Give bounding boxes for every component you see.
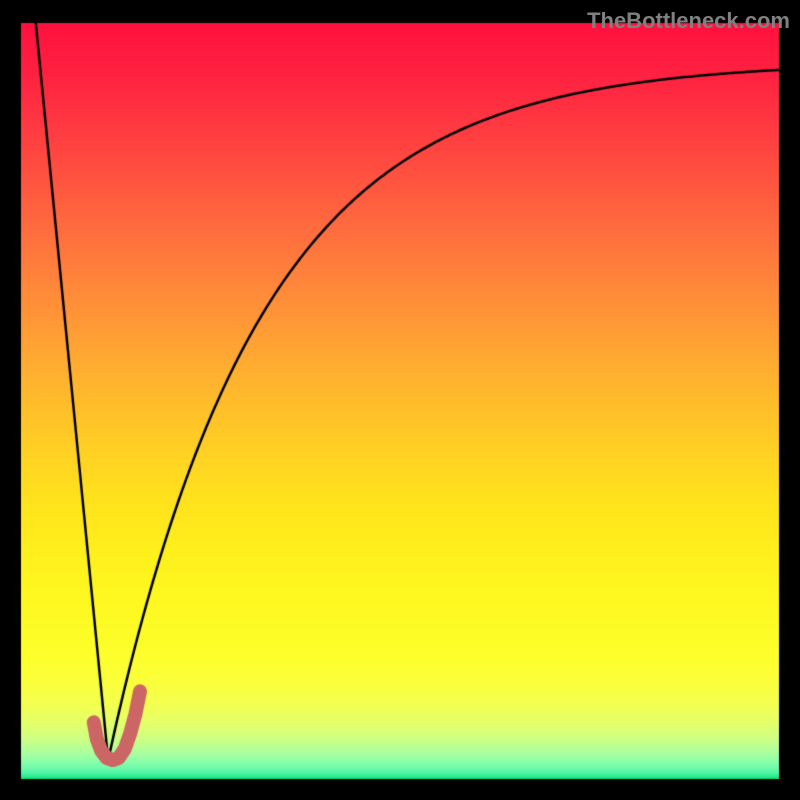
canvas-container: TheBottleneck.com bbox=[0, 0, 800, 800]
watermark-text: TheBottleneck.com bbox=[587, 8, 790, 34]
bottleneck-chart-canvas bbox=[0, 0, 800, 800]
